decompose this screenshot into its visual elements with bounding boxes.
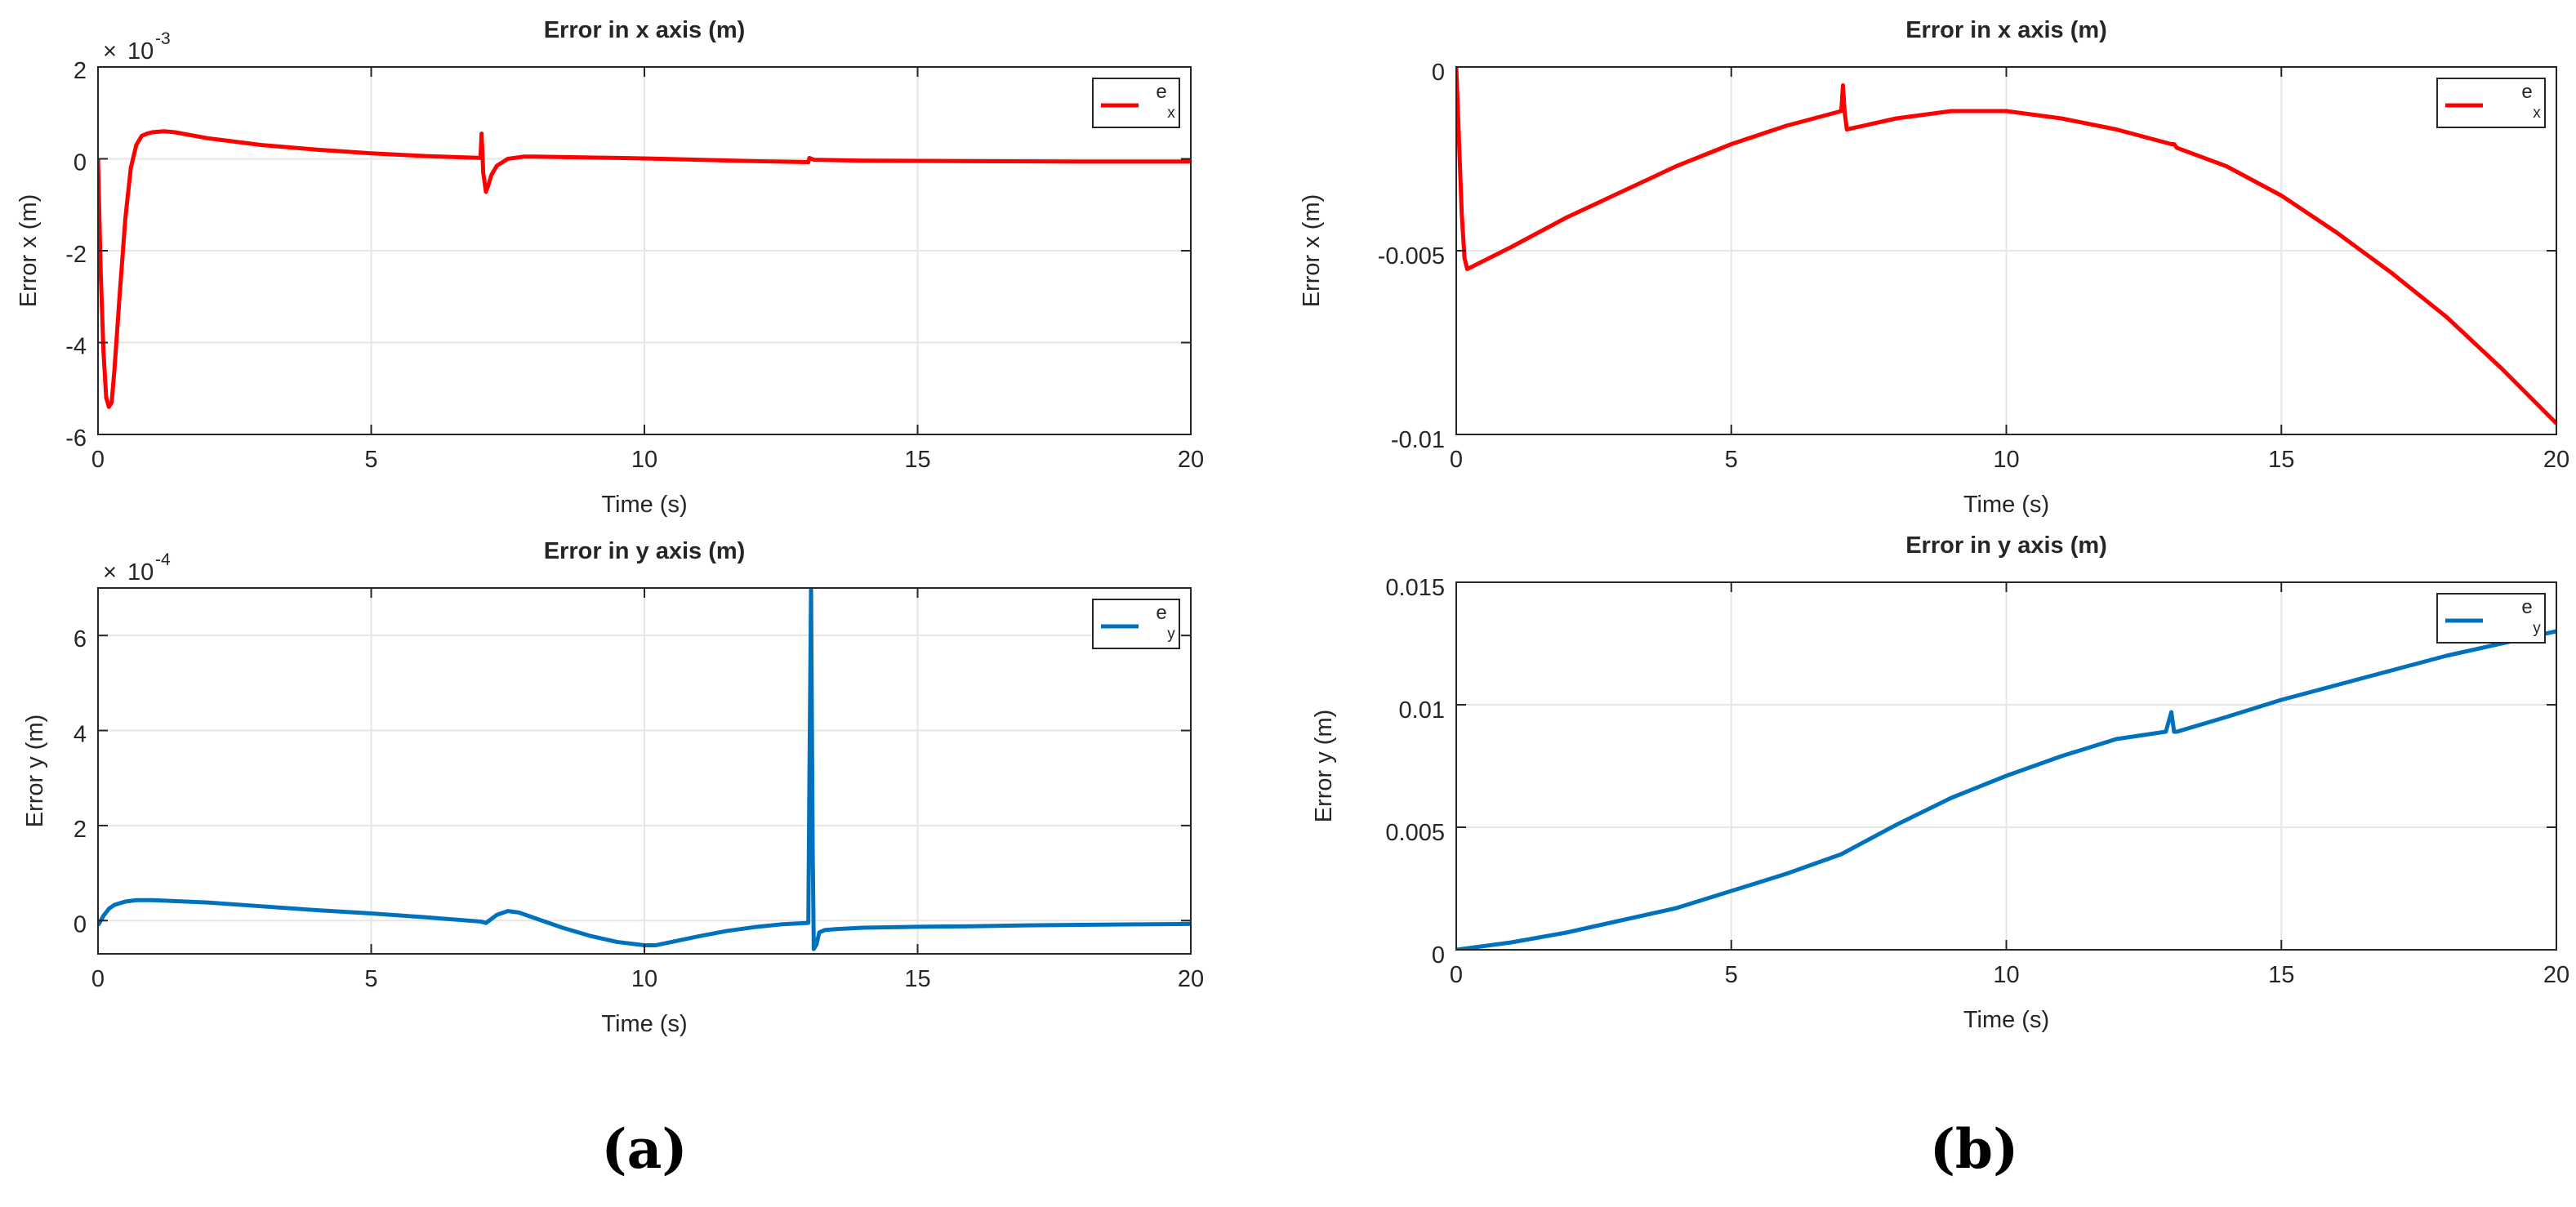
- y-axis-label: Error y (m): [22, 715, 48, 828]
- legend-label: e: [2521, 81, 2532, 103]
- x-tick-label: 10: [1993, 447, 2019, 473]
- chart-4: 0 5 10 15 20 0 0.005 0.01 0.015 Error in y axis (…: [1311, 532, 2569, 1033]
- x-tick-label: 0: [1450, 962, 1463, 988]
- chart-title: Error in x axis (m): [544, 17, 746, 43]
- y-tick-label: 2: [74, 817, 87, 843]
- x-tick-label: 0: [1450, 447, 1463, 473]
- x-tick-label: 5: [364, 966, 377, 992]
- series-line-y: [1456, 629, 2556, 950]
- exponent-multiplier: ×: [103, 559, 117, 586]
- x-tick-label: 15: [904, 447, 930, 473]
- legend-box: [2436, 593, 2546, 644]
- legend-subscript: x: [2533, 105, 2541, 122]
- x-tick-label: 5: [364, 447, 377, 473]
- y-tick-label: 0: [1432, 60, 1445, 86]
- y-tick-label: 0.01: [1399, 697, 1445, 724]
- y-axis-label: Error y (m): [1311, 710, 1337, 823]
- legend-subscript: y: [2533, 620, 2541, 637]
- y-tick-label: 0: [74, 150, 87, 176]
- y-tick-label: 0: [1432, 942, 1445, 969]
- legend-box: [2436, 78, 2546, 128]
- legend: ey: [2436, 593, 2546, 644]
- y-tick-label: -0.005: [1378, 243, 1445, 269]
- legend-label: e: [2521, 596, 2532, 618]
- chart-3: 0 5 10 15 20 -0.01 -0.005 0 Error in x axis (m) T…: [1299, 17, 2569, 518]
- x-tick-label: 20: [2543, 962, 2569, 988]
- x-tick-label: 10: [1993, 962, 2019, 988]
- x-tick-label: 0: [91, 447, 105, 473]
- chart-title: Error in y axis (m): [1905, 532, 2107, 559]
- legend: ex: [1092, 78, 1180, 128]
- y-tick-label: 2: [74, 58, 87, 84]
- exponent-value: -4: [155, 550, 171, 569]
- y-axis-label: Error x (m): [1299, 194, 1325, 308]
- x-axis-label: Time (s): [1963, 1007, 2049, 1033]
- exponent-base: 10: [127, 38, 154, 65]
- legend: ey: [1092, 599, 1180, 649]
- y-tick-label: -2: [65, 242, 87, 268]
- x-tick-label: 15: [2268, 447, 2294, 473]
- x-axis-label: Time (s): [601, 1011, 687, 1037]
- y-axis-label: Error x (m): [16, 194, 42, 308]
- series-line-y: [98, 588, 1191, 951]
- y-tick-label: 6: [74, 626, 87, 652]
- x-tick-label: 20: [2543, 447, 2569, 473]
- legend-label: e: [1156, 81, 1166, 103]
- y-tick-label: 0.005: [1385, 820, 1445, 846]
- chart-2: 0 5 10 15 20 0 2 4 6 Error in y axis (m) Time (s) E…: [22, 538, 1204, 1037]
- y-tick-label: -4: [65, 334, 87, 360]
- y-tick-label: 4: [74, 722, 87, 748]
- y-tick-label: -6: [65, 425, 87, 452]
- chart-title: Error in x axis (m): [1905, 17, 2107, 43]
- x-tick-label: 20: [1178, 447, 1204, 473]
- x-tick-label: 10: [631, 447, 657, 473]
- exponent-base: 10: [127, 559, 154, 586]
- exponent-multiplier: ×: [103, 38, 117, 65]
- series-line-x: [98, 129, 1191, 409]
- y-tick-label: 0.015: [1385, 575, 1445, 601]
- x-tick-label: 10: [631, 966, 657, 992]
- panel-label-a: (a): [601, 1117, 687, 1181]
- chart-title: Error in y axis (m): [544, 538, 746, 564]
- y-tick-label: -0.01: [1391, 427, 1445, 453]
- x-tick-label: 5: [1725, 447, 1738, 473]
- y-tick-label: 0: [74, 911, 87, 938]
- legend-subscript: x: [1167, 105, 1175, 122]
- series-line-x: [1456, 67, 2556, 425]
- x-axis-label: Time (s): [1963, 492, 2049, 518]
- x-tick-label: 15: [2268, 962, 2294, 988]
- legend: ex: [2436, 78, 2546, 128]
- x-tick-label: 5: [1725, 962, 1738, 988]
- x-tick-label: 20: [1178, 966, 1204, 992]
- x-axis-label: Time (s): [601, 492, 687, 518]
- chart-1: 0 5 10 15 20 -6 -4 -2 0 2 Error in x axis (m) Time …: [16, 17, 1204, 518]
- x-tick-label: 15: [904, 966, 930, 992]
- x-tick-label: 0: [91, 966, 105, 992]
- legend-box: [1092, 78, 1180, 128]
- panel-label-b: (b): [1930, 1117, 2019, 1181]
- legend-subscript: y: [1167, 626, 1175, 643]
- legend-box: [1092, 599, 1180, 649]
- legend-label: e: [1156, 602, 1166, 624]
- exponent-value: -3: [155, 29, 171, 48]
